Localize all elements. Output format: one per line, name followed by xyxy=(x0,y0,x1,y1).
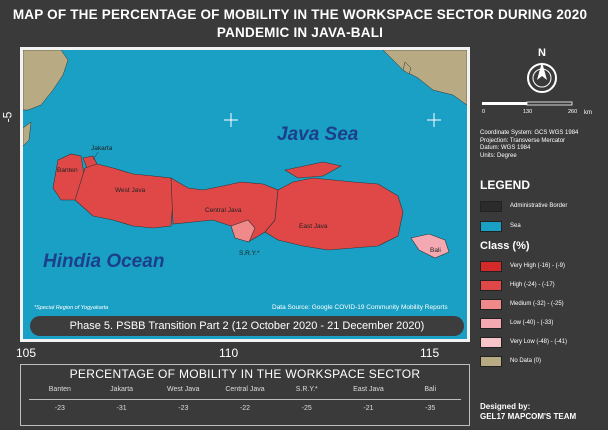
island-small xyxy=(402,61,412,75)
legend-item-border: Administrative Border xyxy=(480,200,567,212)
region-west-java xyxy=(74,163,174,229)
title-line-2: PANDEMIC IN JAVA-BALI xyxy=(216,25,384,40)
class-label: No Data (0) xyxy=(510,358,542,364)
class-legend-title: Class (%) xyxy=(480,240,530,252)
special-region-note: *Special Region of Yogyakarta xyxy=(34,305,109,311)
credits: Designed by: GEL17 MAPCOM'S TEAM xyxy=(480,402,576,422)
map-canvas: Banten Jakarta West Java Central Java S.… xyxy=(23,50,467,272)
class-swatch xyxy=(480,260,502,272)
class-label: Low (-40) - (-33) xyxy=(510,320,554,326)
table-header: West Java xyxy=(167,386,200,393)
legend-title: LEGEND xyxy=(480,178,531,192)
map-frame: Banten Jakarta West Java Central Java S.… xyxy=(20,47,470,342)
table-cell: -22 xyxy=(239,405,251,412)
mobility-table: PERCENTAGE OF MOBILITY IN THE WORKSPACE … xyxy=(20,364,470,426)
class-item-low: Low (-40) - (-33) xyxy=(480,317,553,329)
region-bali xyxy=(410,233,450,259)
label-java-sea: Java Sea xyxy=(277,124,359,145)
legend-swatch xyxy=(480,220,502,232)
class-swatch xyxy=(480,279,502,291)
class-label: Medium (-32) - (-25) xyxy=(510,301,564,307)
phase-banner: Phase 5. PSBB Transition Part 2 (12 Octo… xyxy=(30,316,464,336)
region-sry xyxy=(230,219,256,243)
scale-unit: km xyxy=(584,110,592,116)
longitude-label-110: 110 xyxy=(219,346,239,360)
label-sry: S.R.Y.* xyxy=(239,250,260,257)
class-label: Very High (-16) - (-9) xyxy=(510,263,566,269)
scale-tick-0: 0 xyxy=(482,109,485,115)
class-swatch xyxy=(480,317,502,329)
label-jakarta: Jakarta xyxy=(91,145,113,152)
table-cell: -23 xyxy=(54,405,65,412)
land-sumatra-corner xyxy=(23,50,69,111)
label-bali: Bali xyxy=(430,247,441,254)
table-header-row: Banten Jakarta West Java Central Java S.… xyxy=(29,386,461,393)
class-swatch xyxy=(480,336,502,348)
table-header: Banten xyxy=(48,386,71,393)
class-item-high: High (-24) - (-17) xyxy=(480,279,555,291)
map-title: MAP OF THE PERCENTAGE OF MOBILITY IN THE… xyxy=(0,6,600,42)
table-header: Jakarta xyxy=(110,386,134,393)
compass-north-label: N xyxy=(538,47,546,59)
latitude-label: -5 xyxy=(0,111,15,123)
table-divider xyxy=(29,399,461,400)
table-cell: -23 xyxy=(178,405,189,412)
region-madura xyxy=(284,161,342,179)
scale-tick-260: 260 xyxy=(568,109,577,115)
label-east-java: East Java xyxy=(299,223,328,230)
table-value-row: -23 -31 -23 -22 -25 -21 -35 xyxy=(29,405,461,412)
legend-label: Sea xyxy=(510,223,521,229)
scale-tick-130: 130 xyxy=(523,109,532,115)
projection-line: Units: Degree xyxy=(480,152,517,159)
class-item-very-low: Very Low (-48) - (-41) xyxy=(480,336,567,348)
label-central-java: Central Java xyxy=(205,207,242,214)
title-line-1: MAP OF THE PERCENTAGE OF MOBILITY IN THE… xyxy=(12,7,588,22)
class-label: Very Low (-48) - (-41) xyxy=(510,339,568,345)
table-cell: -31 xyxy=(116,405,127,412)
scale-bar: 0 130 260 km xyxy=(482,101,592,116)
table-cell: -21 xyxy=(363,405,374,412)
credits-line-1: Designed by: xyxy=(480,402,531,411)
legend-item-sea: Sea xyxy=(480,220,521,232)
projection-line: Projection: Transverse Mercator xyxy=(480,137,566,144)
projection-info: Coordinate System: GCS WGS 1984 Projecti… xyxy=(480,130,578,160)
legend-swatch xyxy=(480,200,502,212)
table-header: Central Java xyxy=(225,386,265,393)
class-item-very-high: Very High (-16) - (-9) xyxy=(480,260,565,272)
region-east-java xyxy=(264,177,404,251)
label-banten: Banten xyxy=(57,167,78,174)
label-west-java: West Java xyxy=(115,187,146,194)
table-header: S.R.Y.* xyxy=(295,386,318,393)
class-swatch xyxy=(480,355,502,367)
table-cell: -35 xyxy=(425,405,436,412)
legend-label: Administrative Border xyxy=(510,203,568,209)
class-swatch xyxy=(480,298,502,310)
land-kalimantan xyxy=(382,50,467,106)
grid-crosses xyxy=(224,113,441,127)
land-sumatra-tip xyxy=(23,121,32,147)
longitude-label-105: 105 xyxy=(16,346,37,360)
data-source: Data Source: Google COVID-19 Community M… xyxy=(272,304,448,311)
table-header: Bali xyxy=(424,386,437,393)
class-label: High (-24) - (-17) xyxy=(510,282,555,288)
projection-line: Coordinate System: GCS WGS 1984 xyxy=(480,130,579,136)
label-hindia-ocean: Hindia Ocean xyxy=(43,251,164,272)
table-cell: -25 xyxy=(301,405,312,412)
table-header: East Java xyxy=(353,386,384,393)
credits-line-2: GEL17 MAPCOM'S TEAM xyxy=(480,412,577,421)
longitude-label-115: 115 xyxy=(420,346,440,360)
class-item-no-data: No Data (0) xyxy=(480,355,541,367)
projection-line: Datum: WGS 1984 xyxy=(480,145,531,151)
table-title: PERCENTAGE OF MOBILITY IN THE WORKSPACE … xyxy=(69,367,421,381)
class-item-medium: Medium (-32) - (-25) xyxy=(480,298,564,310)
compass-icon: N xyxy=(527,47,557,93)
right-panel: N 0 130 260 km Coordinate System: GCS WG… xyxy=(478,0,608,430)
